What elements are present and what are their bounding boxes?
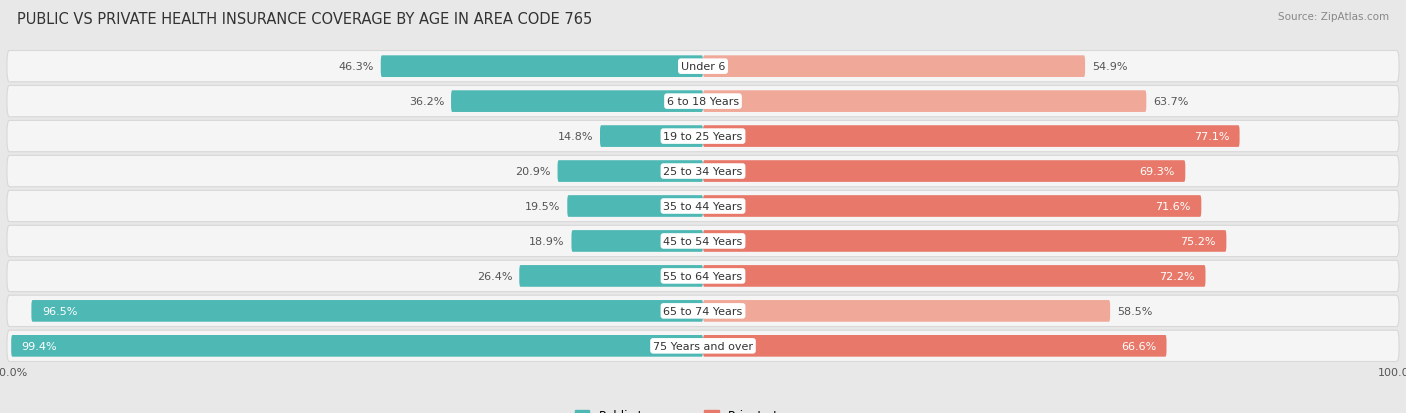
Text: 19.5%: 19.5% [524, 202, 561, 211]
Text: 66.6%: 66.6% [1121, 341, 1156, 351]
FancyBboxPatch shape [7, 261, 1399, 292]
FancyBboxPatch shape [7, 86, 1399, 117]
Text: 96.5%: 96.5% [42, 306, 77, 316]
Text: Source: ZipAtlas.com: Source: ZipAtlas.com [1278, 12, 1389, 22]
Text: 35 to 44 Years: 35 to 44 Years [664, 202, 742, 211]
Text: 18.9%: 18.9% [529, 236, 564, 247]
FancyBboxPatch shape [11, 335, 703, 357]
FancyBboxPatch shape [381, 56, 703, 78]
Text: PUBLIC VS PRIVATE HEALTH INSURANCE COVERAGE BY AGE IN AREA CODE 765: PUBLIC VS PRIVATE HEALTH INSURANCE COVER… [17, 12, 592, 27]
Text: 55 to 64 Years: 55 to 64 Years [664, 271, 742, 281]
FancyBboxPatch shape [7, 156, 1399, 187]
FancyBboxPatch shape [7, 296, 1399, 327]
FancyBboxPatch shape [567, 196, 703, 217]
FancyBboxPatch shape [31, 300, 703, 322]
Text: 54.9%: 54.9% [1092, 62, 1128, 72]
FancyBboxPatch shape [7, 191, 1399, 222]
Text: 77.1%: 77.1% [1194, 132, 1229, 142]
FancyBboxPatch shape [7, 51, 1399, 83]
Text: 36.2%: 36.2% [409, 97, 444, 107]
Text: 45 to 54 Years: 45 to 54 Years [664, 236, 742, 247]
FancyBboxPatch shape [703, 161, 1185, 183]
FancyBboxPatch shape [558, 161, 703, 183]
Text: 58.5%: 58.5% [1118, 306, 1153, 316]
FancyBboxPatch shape [703, 56, 1085, 78]
FancyBboxPatch shape [451, 91, 703, 113]
Text: 46.3%: 46.3% [339, 62, 374, 72]
Text: 72.2%: 72.2% [1160, 271, 1195, 281]
Text: Under 6: Under 6 [681, 62, 725, 72]
FancyBboxPatch shape [703, 335, 1167, 357]
Text: 19 to 25 Years: 19 to 25 Years [664, 132, 742, 142]
FancyBboxPatch shape [7, 226, 1399, 257]
Text: 25 to 34 Years: 25 to 34 Years [664, 166, 742, 177]
FancyBboxPatch shape [703, 91, 1146, 113]
Text: 65 to 74 Years: 65 to 74 Years [664, 306, 742, 316]
FancyBboxPatch shape [703, 230, 1226, 252]
FancyBboxPatch shape [7, 121, 1399, 152]
Text: 6 to 18 Years: 6 to 18 Years [666, 97, 740, 107]
Text: 26.4%: 26.4% [477, 271, 512, 281]
Text: 71.6%: 71.6% [1156, 202, 1191, 211]
Text: 69.3%: 69.3% [1139, 166, 1175, 177]
FancyBboxPatch shape [703, 196, 1201, 217]
FancyBboxPatch shape [703, 126, 1240, 147]
FancyBboxPatch shape [703, 300, 1111, 322]
Legend: Public Insurance, Private Insurance: Public Insurance, Private Insurance [571, 404, 835, 413]
FancyBboxPatch shape [571, 230, 703, 252]
Text: 14.8%: 14.8% [558, 132, 593, 142]
Text: 63.7%: 63.7% [1153, 97, 1188, 107]
FancyBboxPatch shape [7, 330, 1399, 362]
Text: 99.4%: 99.4% [21, 341, 58, 351]
Text: 75 Years and over: 75 Years and over [652, 341, 754, 351]
FancyBboxPatch shape [519, 266, 703, 287]
FancyBboxPatch shape [600, 126, 703, 147]
Text: 20.9%: 20.9% [515, 166, 551, 177]
Text: 75.2%: 75.2% [1181, 236, 1216, 247]
FancyBboxPatch shape [703, 266, 1205, 287]
